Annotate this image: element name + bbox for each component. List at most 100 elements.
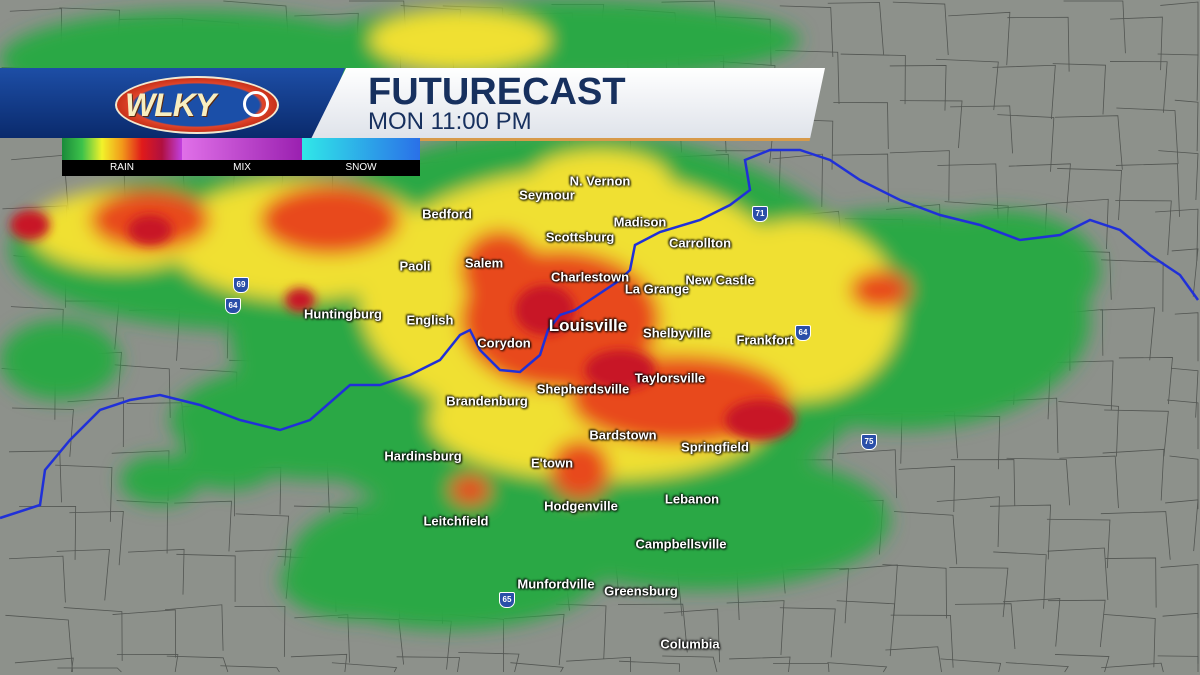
- county-line: [220, 665, 280, 673]
- county-line: [1110, 16, 1163, 71]
- county-line: [174, 500, 232, 552]
- county-line: [840, 53, 906, 105]
- city-label: Corydon: [477, 335, 531, 351]
- city-label: Bardstown: [589, 427, 657, 443]
- interstate-shield-icon: 71: [752, 206, 768, 222]
- county-line: [936, 496, 1000, 548]
- city-label: Huntingburg: [304, 306, 382, 322]
- county-line: [14, 657, 74, 673]
- county-line: [893, 511, 958, 565]
- city-label: Carrollton: [668, 235, 732, 251]
- interstate-shield-icon: 75: [861, 434, 877, 450]
- cbs-eye-icon: [243, 91, 269, 117]
- logo-text: WLKY: [125, 87, 216, 123]
- county-line: [773, 662, 830, 673]
- city-label: Brandenburg: [446, 393, 528, 409]
- county-line: [164, 604, 224, 651]
- county-line: [1057, 168, 1122, 221]
- county-line: [1059, 455, 1119, 509]
- county-line: [1174, 312, 1199, 362]
- county-line: [1058, 401, 1119, 457]
- city-label: Bedford: [422, 206, 472, 222]
- city-label: Scottsburg: [545, 229, 615, 245]
- county-line: [1105, 557, 1157, 608]
- county-line: [1103, 613, 1156, 668]
- interstate-shield-icon: 64: [795, 325, 811, 341]
- city-label: New Castle: [685, 272, 755, 288]
- county-line: [1158, 150, 1199, 201]
- county-line: [56, 548, 110, 601]
- city-label: Shepherdsville: [536, 381, 630, 397]
- county-line: [1002, 598, 1061, 647]
- interstate-shield-icon: 64: [225, 298, 241, 314]
- county-line: [890, 614, 954, 668]
- legend-label-rain: RAIN: [62, 160, 182, 176]
- radar-echo: [280, 540, 440, 620]
- legend-bar-snow: [302, 138, 420, 160]
- county-line: [67, 397, 124, 447]
- county-line: [833, 102, 889, 150]
- radar-echo: [180, 430, 280, 490]
- county-line: [827, 662, 888, 673]
- county-line: [992, 64, 1056, 120]
- county-line: [458, 651, 520, 673]
- county-line: [1116, 107, 1179, 164]
- county-line: [950, 459, 1016, 506]
- county-line: [331, 662, 398, 673]
- ohio-river: [0, 148, 1200, 520]
- county-line: [832, 153, 889, 203]
- county-line: [1057, 360, 1114, 411]
- county-line: [1169, 455, 1199, 510]
- city-label: Frankfort: [736, 332, 794, 348]
- county-line: [1100, 307, 1156, 361]
- radar-echo: [900, 210, 1100, 330]
- county-line: [617, 603, 688, 653]
- radar-echo: [120, 455, 200, 505]
- city-label: Lebanon: [664, 491, 720, 507]
- county-line: [1170, 367, 1199, 418]
- legend-bar-mix: [182, 138, 302, 160]
- county-line: [290, 653, 348, 673]
- county-line: [1165, 499, 1199, 552]
- county-line: [1063, 0, 1126, 54]
- county-line: [1174, 99, 1199, 152]
- county-line: [69, 510, 124, 566]
- county-line: [116, 654, 179, 673]
- county-line: [1160, 1, 1199, 56]
- county-line: [663, 608, 721, 663]
- county-line: [176, 553, 236, 602]
- county-line: [1047, 547, 1109, 601]
- county-line: [1101, 662, 1164, 673]
- county-line: [63, 607, 123, 661]
- radar-echo-intense: [128, 215, 172, 245]
- county-line: [937, 163, 999, 219]
- county-line: [8, 555, 66, 603]
- county-line: [1109, 61, 1168, 113]
- county-line: [1006, 457, 1071, 506]
- county-line: [775, 49, 840, 105]
- radar-echo: [460, 230, 540, 310]
- county-line: [1007, 16, 1070, 72]
- county-line: [1048, 599, 1106, 648]
- county-line: [166, 655, 229, 673]
- county-line: [892, 1, 949, 56]
- county-line: [1052, 63, 1106, 115]
- county-line: [836, 600, 896, 657]
- county-line: [510, 662, 564, 673]
- county-line: [127, 548, 185, 595]
- county-line: [1054, 654, 1110, 673]
- county-line: [566, 656, 632, 673]
- county-line: [55, 464, 113, 522]
- precip-legend: RAIN MIX SNOW: [62, 138, 420, 176]
- city-label: La Grange: [624, 281, 690, 297]
- city-label: Salem: [464, 255, 504, 271]
- radar-echo-intense: [515, 285, 575, 335]
- radar-echo-intense: [725, 400, 795, 440]
- county-line: [729, 656, 791, 673]
- page-title: FUTURECAST: [368, 71, 626, 113]
- radar-echo: [550, 440, 610, 500]
- city-label: Seymour: [519, 187, 575, 203]
- county-line: [898, 465, 956, 513]
- county-line: [1008, 163, 1071, 213]
- radar-echo-intense: [285, 288, 315, 312]
